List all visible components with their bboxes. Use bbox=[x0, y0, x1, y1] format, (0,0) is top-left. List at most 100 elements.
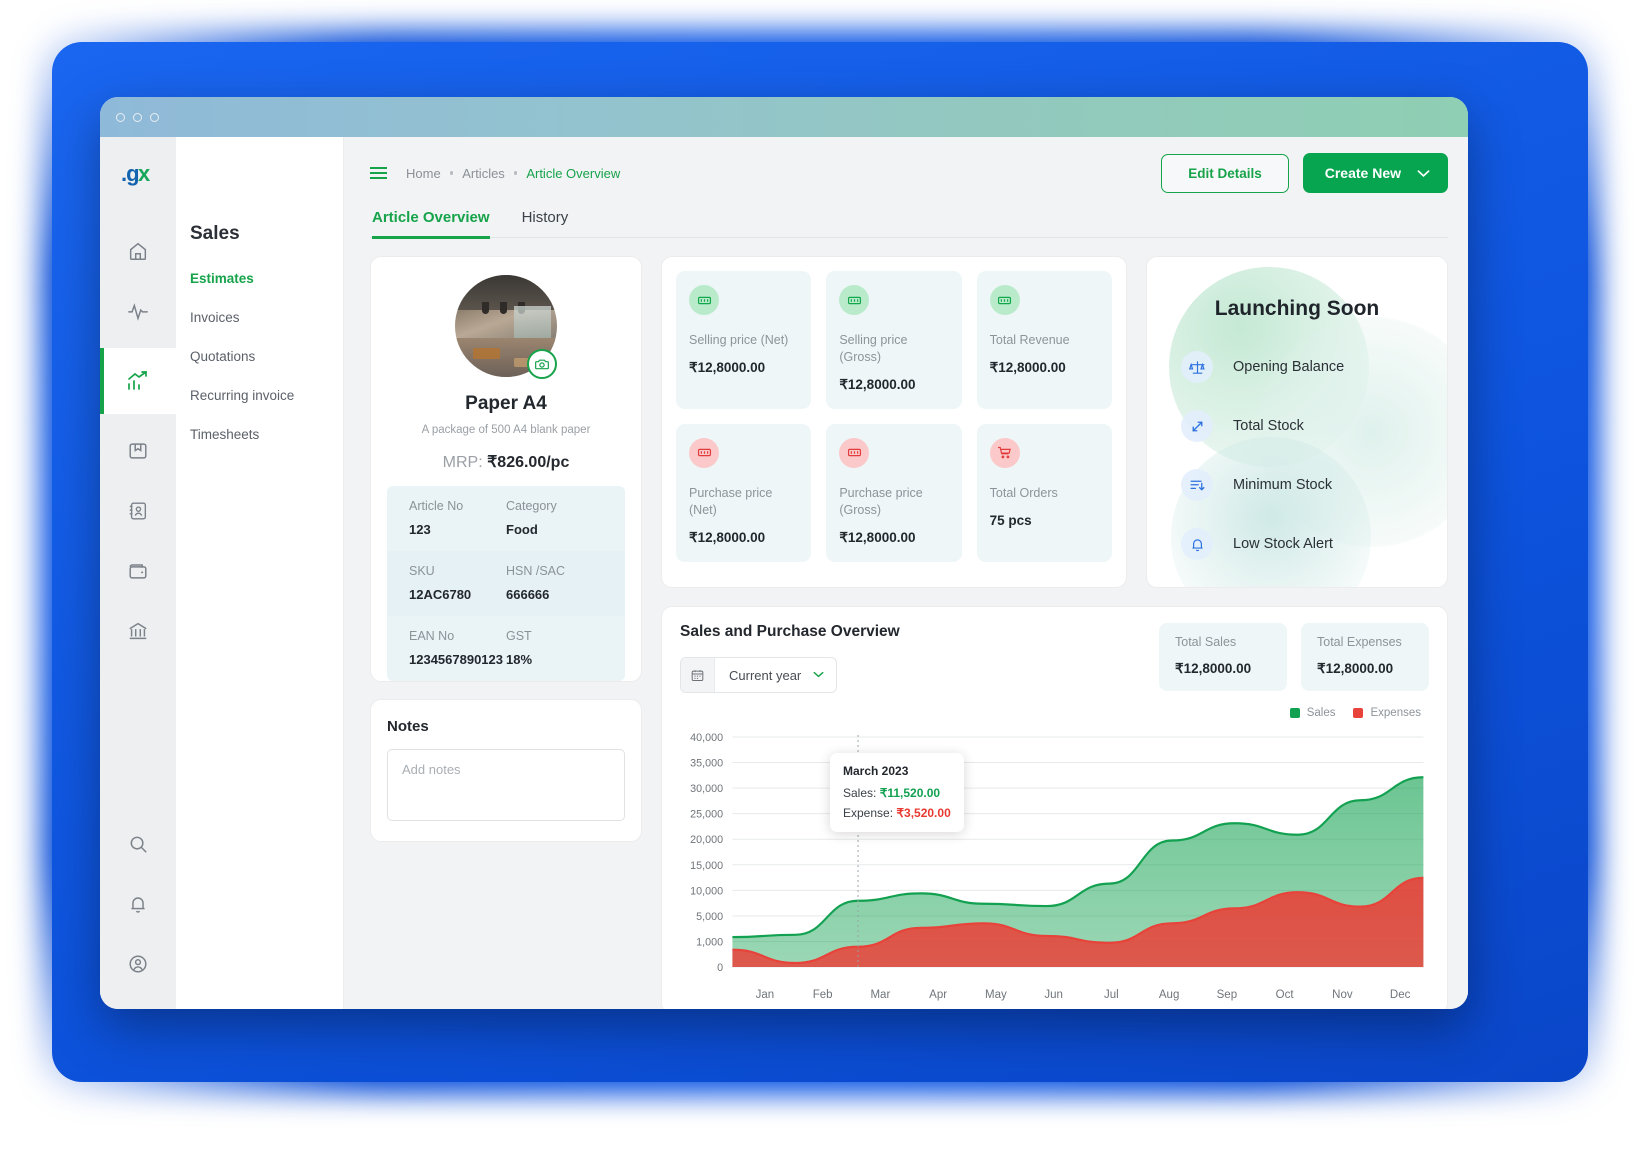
breadcrumb-home[interactable]: Home bbox=[406, 165, 441, 181]
window-dot-maximize[interactable] bbox=[150, 112, 159, 122]
main-content: Home Articles Article Overview Edit Deta… bbox=[344, 137, 1468, 1009]
app-body: .g x bbox=[100, 137, 1468, 1009]
period-select[interactable]: Current year bbox=[680, 657, 838, 693]
window-dot-close[interactable] bbox=[116, 112, 125, 122]
chart-x-tick: Feb bbox=[812, 989, 833, 1001]
sidebar-item-contacts[interactable] bbox=[115, 488, 161, 534]
create-new-button[interactable]: Create New bbox=[1302, 153, 1448, 193]
chart-header-left: Sales and Purchase Overview Current year bbox=[680, 623, 900, 693]
chart-y-tick: 20,000 bbox=[690, 834, 723, 846]
spec-value: 12AC6780 bbox=[409, 587, 472, 602]
tab-history[interactable]: History bbox=[521, 209, 569, 226]
chart-y-tick: 35,000 bbox=[690, 757, 723, 769]
spec-article-no: Article No 123 bbox=[409, 499, 506, 537]
stat-value: ₹12,8000.00 bbox=[689, 529, 766, 545]
breadcrumb-separator bbox=[449, 171, 454, 175]
sidebar-item-products[interactable] bbox=[115, 428, 161, 474]
window-dot-minimize[interactable] bbox=[133, 112, 142, 122]
notes-title: Notes bbox=[387, 718, 429, 735]
launching-item-label: Minimum Stock bbox=[1233, 477, 1333, 493]
sidebar-item-recurring-invoice[interactable]: Recurring invoice bbox=[190, 388, 295, 403]
edit-details-button[interactable]: Edit Details bbox=[1161, 153, 1289, 193]
launching-item-label: Total Stock bbox=[1233, 418, 1304, 434]
stats-grid: Selling price (Net) ₹12,8000.00 Selling … bbox=[676, 271, 1112, 562]
spec-category: Category Food bbox=[506, 499, 603, 537]
sidebar-item-bank[interactable] bbox=[115, 608, 161, 654]
sidebar-item-activity[interactable] bbox=[115, 288, 161, 334]
chart-y-tick: 1,000 bbox=[696, 936, 723, 948]
launching-soon-title: Launching Soon bbox=[1214, 297, 1380, 320]
sales-purchase-chart-card: Sales and Purchase Overview Current year bbox=[661, 606, 1448, 1009]
chart-plot-area: 40,000 35,000 30,000 25,000 20,000 15,000 10,0… bbox=[680, 725, 1429, 987]
menu-toggle-icon[interactable] bbox=[370, 166, 387, 180]
stats-card: Selling price (Net) ₹12,8000.00 Selling … bbox=[661, 256, 1127, 588]
launching-item-low-stock-alert: Low Stock Alert bbox=[1147, 528, 1447, 587]
ticket-icon bbox=[689, 437, 719, 468]
notes-input[interactable]: Add notes bbox=[387, 749, 625, 821]
launching-item-label: Opening Balance bbox=[1233, 359, 1345, 375]
area-chart-svg[interactable]: 40,000 35,000 30,000 25,000 20,000 15,000 10,0… bbox=[680, 725, 1429, 987]
sidebar-item-sales[interactable] bbox=[100, 348, 176, 414]
sidebar-item-invoices[interactable]: Invoices bbox=[190, 310, 240, 325]
sidebar-item-quotations[interactable]: Quotations bbox=[190, 349, 256, 364]
chart-y-tick: 40,000 bbox=[690, 732, 723, 744]
box-icon bbox=[129, 443, 147, 459]
spec-value: 18% bbox=[506, 652, 533, 667]
spec-ean-no: EAN No 1234567890123 bbox=[409, 629, 506, 667]
breadcrumb-articles[interactable]: Articles bbox=[462, 165, 505, 181]
launching-item-label: Low Stock Alert bbox=[1233, 536, 1333, 552]
left-column: Paper A4 A package of 500 A4 blank paper… bbox=[370, 256, 642, 1009]
product-name: Paper A4 bbox=[465, 393, 547, 414]
stat-purchase-price-gross: Purchase price (Gross) ₹12,8000.00 bbox=[826, 423, 962, 562]
sidebar-item-wallet[interactable] bbox=[115, 548, 161, 594]
window-titlebar bbox=[100, 97, 1468, 137]
stat-purchase-price-net: Purchase price (Net) ₹12,8000.00 bbox=[676, 423, 812, 562]
launching-soon-content: Launching Soon Opening Balance bbox=[1147, 257, 1447, 587]
scales-icon bbox=[1181, 351, 1213, 383]
stat-label: Purchase price (Gross) bbox=[839, 485, 923, 517]
spec-gst: GST 18% bbox=[506, 629, 603, 667]
product-avatar-wrap bbox=[387, 275, 625, 379]
chart-x-tick: Jan bbox=[755, 989, 775, 1001]
tooltip-sales-label: Sales: bbox=[843, 786, 877, 800]
legend-item-expenses[interactable]: Expenses bbox=[1353, 707, 1421, 719]
spec-label: SKU bbox=[409, 564, 435, 578]
notes-card: Notes Add notes bbox=[370, 699, 642, 842]
sidebar-item-timesheets[interactable]: Timesheets bbox=[190, 427, 260, 442]
sidebar-item-home[interactable] bbox=[115, 228, 161, 274]
launching-soon-card: Launching Soon Opening Balance bbox=[1146, 256, 1448, 588]
bell-icon bbox=[1181, 528, 1213, 560]
app-logo[interactable]: .g x bbox=[121, 161, 155, 194]
spec-value: 666666 bbox=[506, 587, 550, 602]
stat-label: Selling price (Gross) bbox=[839, 333, 908, 364]
stat-label: Purchase price (Net) bbox=[689, 485, 773, 517]
stat-value: ₹12,8000.00 bbox=[689, 359, 766, 375]
notifications-button[interactable] bbox=[115, 881, 161, 927]
legend-item-sales[interactable]: Sales bbox=[1289, 707, 1335, 719]
period-select-value: Current year bbox=[729, 667, 802, 683]
cart-icon bbox=[989, 437, 1020, 468]
rail-bottom-group bbox=[115, 821, 161, 1009]
page-topbar: Home Articles Article Overview Edit Deta… bbox=[370, 151, 1448, 195]
account-button[interactable] bbox=[115, 941, 161, 987]
kpi-label: Total Sales bbox=[1175, 635, 1237, 649]
change-photo-button[interactable] bbox=[527, 349, 557, 379]
chart-x-tick: Mar bbox=[870, 989, 891, 1001]
chart-area-expenses bbox=[732, 877, 1424, 967]
page-title: Sales and Purchase Overview bbox=[680, 623, 900, 640]
subnav-title: Sales bbox=[190, 223, 240, 244]
chart-line-sales bbox=[732, 776, 1424, 939]
sidebar-item-estimates[interactable]: Estimates bbox=[190, 271, 254, 286]
expand-arrow-icon bbox=[1181, 410, 1213, 442]
chart-x-tick: Oct bbox=[1275, 989, 1294, 1001]
chart-x-tick: Jul bbox=[1104, 989, 1119, 1001]
table-row: SKU 12AC6780 HSN /SAC 666666 bbox=[387, 551, 625, 616]
right-column: Selling price (Net) ₹12,8000.00 Selling … bbox=[661, 256, 1448, 1009]
gx-logo-icon: .g x bbox=[121, 161, 152, 186]
search-button[interactable] bbox=[115, 821, 161, 867]
stat-value: ₹12,8000.00 bbox=[839, 376, 916, 392]
tooltip-title: March 2023 bbox=[843, 764, 909, 778]
spec-value: Food bbox=[506, 522, 538, 537]
contacts-icon bbox=[129, 502, 147, 520]
tab-article-overview[interactable]: Article Overview bbox=[372, 209, 490, 239]
